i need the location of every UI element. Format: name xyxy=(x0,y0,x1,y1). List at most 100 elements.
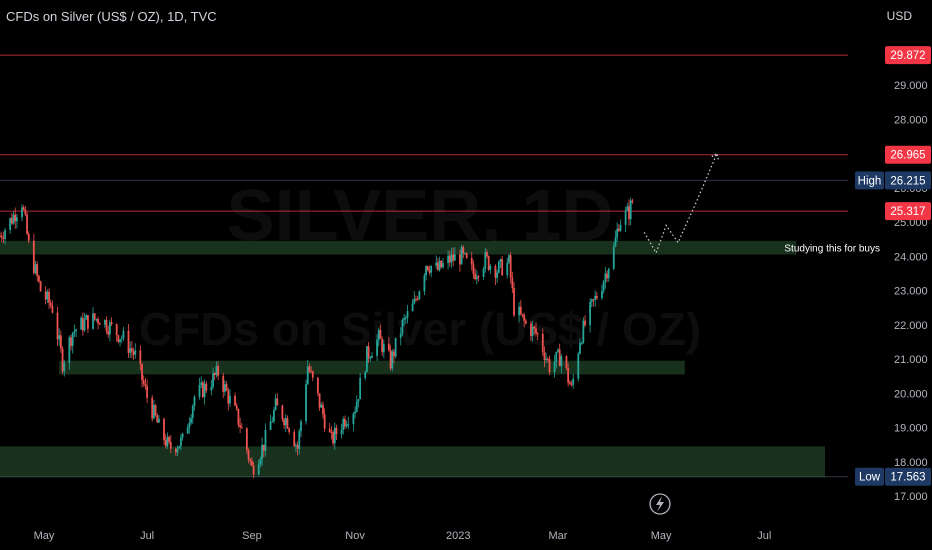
candle xyxy=(191,404,194,424)
price-tag-bg xyxy=(885,46,931,65)
candle xyxy=(83,313,86,333)
candle xyxy=(404,315,407,325)
candle xyxy=(435,255,438,269)
candle xyxy=(579,338,581,355)
candle xyxy=(178,445,181,449)
candle xyxy=(259,456,262,468)
candle xyxy=(487,255,490,272)
candle xyxy=(428,265,431,276)
candle xyxy=(411,299,414,312)
candle xyxy=(320,402,323,408)
candle xyxy=(472,260,475,280)
candle xyxy=(606,270,608,283)
price-tick: 18.000 xyxy=(894,457,928,469)
candle xyxy=(276,393,279,406)
candle xyxy=(237,408,240,428)
candle xyxy=(357,399,360,408)
price-tag: 29.872 xyxy=(890,50,925,62)
candle xyxy=(382,339,385,359)
price-tick: 28.000 xyxy=(894,114,928,126)
candle xyxy=(264,423,267,457)
candle xyxy=(117,334,120,344)
candle xyxy=(482,266,485,281)
price-tag: 26.215 xyxy=(890,175,925,187)
candle xyxy=(486,249,488,259)
candle xyxy=(624,206,627,233)
price-tick: 29.000 xyxy=(894,80,928,92)
candle xyxy=(164,434,167,449)
candle xyxy=(92,307,94,330)
lightning-icon[interactable] xyxy=(649,493,671,515)
candle xyxy=(141,363,143,388)
candle xyxy=(617,224,620,232)
candle xyxy=(601,284,603,300)
candle xyxy=(426,265,429,272)
candle xyxy=(323,408,326,433)
price-tick: 24.000 xyxy=(894,251,928,263)
candle xyxy=(190,414,192,425)
candle xyxy=(4,227,6,245)
candle xyxy=(14,207,17,229)
candle xyxy=(245,427,248,454)
candle xyxy=(203,379,206,405)
candle xyxy=(366,346,368,373)
candle xyxy=(229,388,231,407)
candle xyxy=(61,346,64,375)
candle xyxy=(558,343,561,367)
candle xyxy=(298,428,301,455)
candle xyxy=(452,247,455,267)
candle xyxy=(345,420,348,429)
candle xyxy=(379,324,382,339)
candle xyxy=(80,315,83,330)
candle xyxy=(134,343,137,359)
candle xyxy=(470,251,473,271)
candle xyxy=(154,403,157,417)
candle xyxy=(418,290,421,301)
candle xyxy=(543,346,546,368)
candle xyxy=(227,387,230,411)
candle xyxy=(223,380,226,396)
candle xyxy=(109,319,111,342)
time-tick: May xyxy=(34,530,55,542)
candle xyxy=(215,361,218,378)
candle xyxy=(97,316,99,330)
price-tag-bg xyxy=(885,467,931,486)
candle xyxy=(560,353,563,374)
candle xyxy=(44,286,47,305)
candle xyxy=(87,314,89,333)
candle xyxy=(394,337,397,359)
time-axis[interactable]: May Jul Sep Nov 2023 Mar May Jul xyxy=(34,530,772,542)
candle xyxy=(311,370,314,382)
candle xyxy=(437,257,439,272)
price-axis[interactable]: 17.000 18.000 19.000 20.000 21.000 22.000 23.0… xyxy=(894,80,928,503)
time-tick: May xyxy=(651,530,672,542)
candle xyxy=(595,291,598,300)
candle xyxy=(570,380,573,387)
candle xyxy=(73,324,76,338)
candle xyxy=(489,263,492,275)
price-tick: 19.000 xyxy=(894,423,928,435)
zone-1 xyxy=(59,360,685,375)
candle xyxy=(9,217,12,234)
candle xyxy=(371,352,373,359)
price-tick: 17.000 xyxy=(894,491,928,503)
candle xyxy=(506,257,509,279)
candle xyxy=(565,355,568,371)
candle xyxy=(180,434,182,451)
candle xyxy=(589,298,592,333)
candle xyxy=(494,264,497,285)
candle xyxy=(496,269,499,283)
candle xyxy=(200,376,203,389)
candle xyxy=(614,230,617,248)
candle xyxy=(460,245,463,265)
candle xyxy=(474,268,477,281)
candle xyxy=(403,313,406,326)
candle xyxy=(95,318,98,322)
candle xyxy=(523,312,526,328)
candle xyxy=(166,432,169,450)
candle xyxy=(567,363,570,387)
candle xyxy=(477,274,480,282)
candle xyxy=(168,435,170,445)
zone-0 xyxy=(0,240,797,255)
